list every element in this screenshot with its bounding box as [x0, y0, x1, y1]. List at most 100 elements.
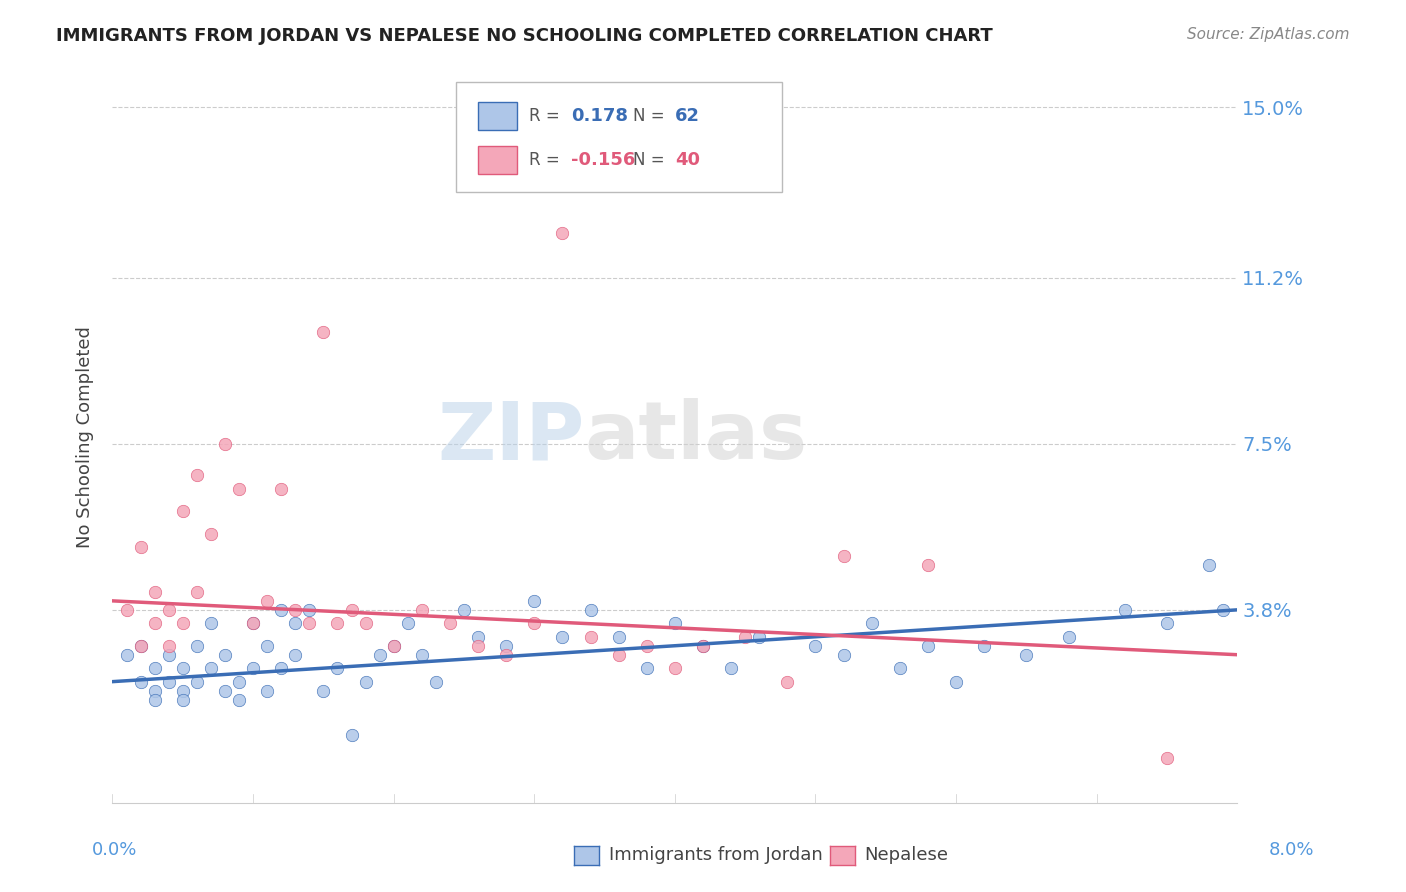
Point [157, 603, 180, 617]
Point [115, 648, 138, 662]
Text: 0.0%: 0.0% [91, 840, 136, 858]
Point [143, 661, 166, 675]
Point [354, 616, 377, 631]
Point [270, 661, 292, 675]
Point [200, 616, 222, 631]
Point [200, 526, 222, 541]
Point [172, 683, 194, 698]
Point [298, 603, 321, 617]
Point [312, 325, 335, 339]
Point [157, 648, 180, 662]
Text: 40: 40 [675, 151, 700, 169]
Point [172, 616, 194, 631]
Point [256, 594, 278, 608]
Point [636, 639, 658, 653]
Point [228, 692, 250, 706]
Point [917, 639, 939, 653]
Point [214, 437, 236, 451]
Point [579, 630, 602, 644]
Text: Nepalese: Nepalese [865, 847, 949, 864]
Point [242, 616, 264, 631]
Point [467, 639, 489, 653]
Point [664, 616, 686, 631]
Text: N =: N = [633, 151, 665, 169]
Point [945, 674, 967, 689]
Point [664, 661, 686, 675]
Point [453, 603, 475, 617]
Y-axis label: No Schooling Completed: No Schooling Completed [76, 326, 94, 548]
Point [917, 558, 939, 572]
Text: -0.156: -0.156 [571, 151, 636, 169]
Point [186, 585, 208, 599]
Point [354, 674, 377, 689]
Bar [478, 146, 517, 174]
Point [242, 661, 264, 675]
Point [326, 616, 349, 631]
Point [228, 482, 250, 496]
Point [382, 639, 405, 653]
Point [256, 683, 278, 698]
Point [186, 674, 208, 689]
Point [692, 639, 714, 653]
Point [607, 648, 630, 662]
Text: R =: R = [529, 151, 560, 169]
Point [115, 603, 138, 617]
Point [270, 603, 292, 617]
Point [256, 639, 278, 653]
Point [1015, 648, 1038, 662]
Bar [478, 102, 517, 130]
Point [551, 630, 574, 644]
Point [214, 683, 236, 698]
Point [776, 674, 799, 689]
Point [143, 683, 166, 698]
Point [748, 630, 770, 644]
Point [523, 616, 546, 631]
Point [860, 616, 883, 631]
Point [172, 692, 194, 706]
Point [157, 674, 180, 689]
Point [396, 616, 419, 631]
Point [734, 630, 756, 644]
Point [1057, 630, 1080, 644]
Point [1198, 558, 1220, 572]
Text: atlas: atlas [585, 398, 808, 476]
Point [973, 639, 995, 653]
Point [157, 639, 180, 653]
Point [186, 468, 208, 483]
Point [1156, 616, 1178, 631]
Point [228, 674, 250, 689]
Text: ZIP: ZIP [437, 398, 585, 476]
Point [832, 549, 855, 563]
Point [495, 648, 517, 662]
Point [284, 603, 307, 617]
Text: N =: N = [633, 107, 665, 125]
Point [495, 639, 517, 653]
Point [186, 639, 208, 653]
Point [129, 639, 152, 653]
Text: IMMIGRANTS FROM JORDAN VS NEPALESE NO SCHOOLING COMPLETED CORRELATION CHART: IMMIGRANTS FROM JORDAN VS NEPALESE NO SC… [56, 27, 993, 45]
Point [284, 616, 307, 631]
Point [636, 661, 658, 675]
Point [326, 661, 349, 675]
Point [284, 648, 307, 662]
Point [340, 729, 363, 743]
Point [172, 661, 194, 675]
Point [368, 648, 391, 662]
Point [523, 594, 546, 608]
Text: Immigrants from Jordan: Immigrants from Jordan [609, 847, 823, 864]
Point [214, 648, 236, 662]
Point [692, 639, 714, 653]
Point [270, 482, 292, 496]
Point [340, 603, 363, 617]
Point [242, 616, 264, 631]
Point [143, 616, 166, 631]
Text: R =: R = [529, 107, 560, 125]
Point [129, 540, 152, 554]
Point [143, 692, 166, 706]
Point [551, 226, 574, 240]
Point [720, 661, 742, 675]
Point [143, 585, 166, 599]
Point [312, 683, 335, 698]
Point [298, 616, 321, 631]
Point [467, 630, 489, 644]
